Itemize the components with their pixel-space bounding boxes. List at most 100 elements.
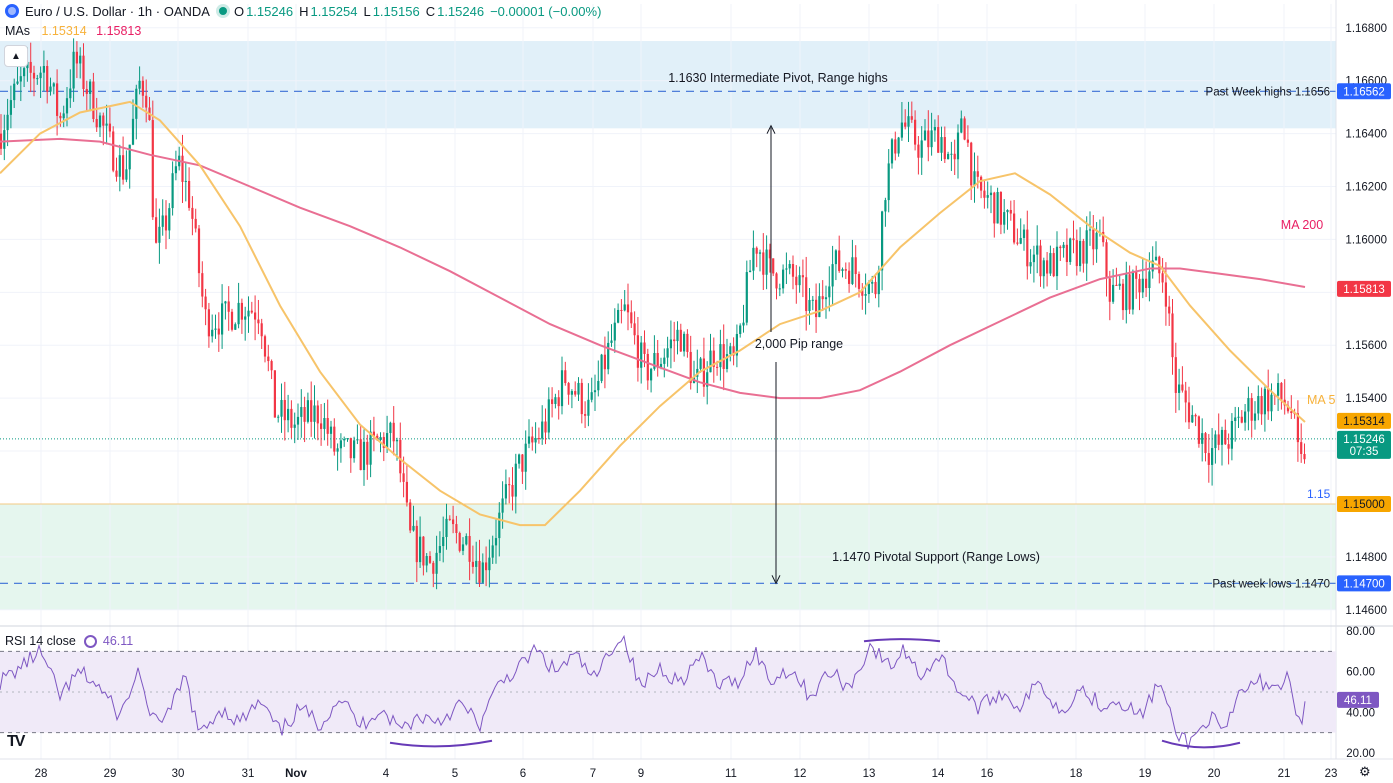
candle-body <box>263 336 267 357</box>
candle-body <box>1108 278 1111 302</box>
candle-body <box>1244 411 1247 423</box>
collapse-legend-button[interactable]: ▲ <box>4 45 28 67</box>
candle-body <box>590 392 593 400</box>
candle-body <box>42 65 45 73</box>
candle-body <box>247 310 250 317</box>
candle-body <box>290 408 293 428</box>
candle-body <box>98 115 102 128</box>
candle-body <box>1013 213 1016 243</box>
time-tick-label: 20 <box>1208 768 1221 780</box>
candle-body <box>712 350 715 367</box>
candle-body <box>1145 278 1148 289</box>
level-1-15000-badge-text: 1.15000 <box>1343 499 1385 511</box>
candle-body <box>267 356 270 362</box>
candle-body <box>956 132 960 160</box>
candle-body <box>1178 384 1181 393</box>
candle-body <box>135 88 138 119</box>
candle-body <box>62 113 65 119</box>
candle-body <box>1095 232 1098 250</box>
candle-body <box>438 546 441 553</box>
candle-body <box>1121 283 1125 311</box>
candle-body <box>1267 388 1270 412</box>
candle-body <box>254 312 257 320</box>
candle-body <box>910 116 913 120</box>
symbol-header: Euro / U.S. Dollar · 1h · OANDA O 1.15246… <box>0 0 607 22</box>
candle-body <box>478 560 481 583</box>
ma200-value-badge-text: 1.15813 <box>1343 284 1385 296</box>
candle-body <box>841 269 844 271</box>
candle-body <box>610 340 613 343</box>
candle-body <box>785 268 788 270</box>
candle-body <box>772 258 775 274</box>
candle-body <box>765 249 768 275</box>
candle-body <box>587 399 590 416</box>
candle-body <box>1296 413 1299 443</box>
candle-body <box>1046 260 1049 274</box>
ma50-chart-label: MA 5 <box>1307 393 1336 407</box>
candle-body <box>659 363 663 368</box>
candle-body <box>1260 396 1263 415</box>
open-label: O <box>233 3 245 19</box>
candle-body <box>283 399 286 421</box>
candle-body <box>702 358 705 387</box>
candle-body <box>488 557 491 571</box>
candle-body <box>881 211 884 271</box>
candle-body <box>663 357 666 364</box>
change-value: −0.00001 (−0.00%) <box>490 3 602 19</box>
candle-body <box>933 127 936 131</box>
candle-body <box>676 329 679 342</box>
candle-body <box>112 131 115 171</box>
price-tick-label: 1.16000 <box>1345 234 1387 246</box>
candle-body <box>485 562 488 571</box>
candle-body <box>623 304 626 311</box>
candle-body <box>524 443 527 472</box>
candle-body <box>755 247 758 254</box>
candle-body <box>752 247 755 271</box>
candle-body <box>884 200 887 212</box>
candle-body <box>145 95 148 108</box>
time-tick-label: 31 <box>242 768 255 780</box>
candle-body <box>504 484 507 499</box>
candle-body <box>603 354 606 370</box>
settings-gear-icon[interactable]: ⚙ <box>1359 764 1371 779</box>
eurusd-flag-icon <box>5 4 19 18</box>
candle-body <box>1161 273 1164 283</box>
candle-body <box>973 171 976 186</box>
candle-body <box>392 422 395 442</box>
low-value: 1.15156 <box>372 3 420 19</box>
time-tick-label: 19 <box>1139 768 1152 780</box>
candle-body <box>326 418 329 434</box>
symbol-title[interactable]: Euro / U.S. Dollar · 1h · OANDA <box>25 3 210 19</box>
candle-body <box>1135 271 1138 279</box>
candle-body <box>1191 414 1194 423</box>
candle-body <box>947 153 950 160</box>
ma-legend[interactable]: MAs 1.15314 1.15813 <box>5 24 141 38</box>
time-tick-label: 9 <box>638 768 644 780</box>
candle-body <box>574 391 577 395</box>
candle-body <box>32 72 36 79</box>
tradingview-logo-icon[interactable]: TV <box>7 733 26 750</box>
high-value: 1.15254 <box>310 3 358 19</box>
candle-body <box>768 249 771 259</box>
resistance-zone <box>0 41 1336 129</box>
candle-body <box>204 296 207 310</box>
candle-body <box>518 454 521 464</box>
rsi-legend[interactable]: RSI 14 close 46.11 <box>5 634 133 648</box>
rsi-line <box>0 634 1306 750</box>
candle-body <box>458 532 461 551</box>
candle-body <box>49 86 52 92</box>
candle-body <box>1303 453 1306 460</box>
candle-body <box>1055 246 1059 277</box>
rsi-legend-value: 46.11 <box>102 634 134 648</box>
candle-body <box>907 116 910 127</box>
range-arrowhead-up <box>766 124 776 134</box>
candle-body <box>118 155 121 177</box>
candle-body <box>56 83 59 116</box>
candle-body <box>293 424 296 428</box>
candle-body <box>646 353 649 381</box>
candle-body <box>1069 238 1072 263</box>
candle-body <box>234 324 237 330</box>
candle-body <box>683 333 686 352</box>
candle-body <box>1184 390 1187 403</box>
